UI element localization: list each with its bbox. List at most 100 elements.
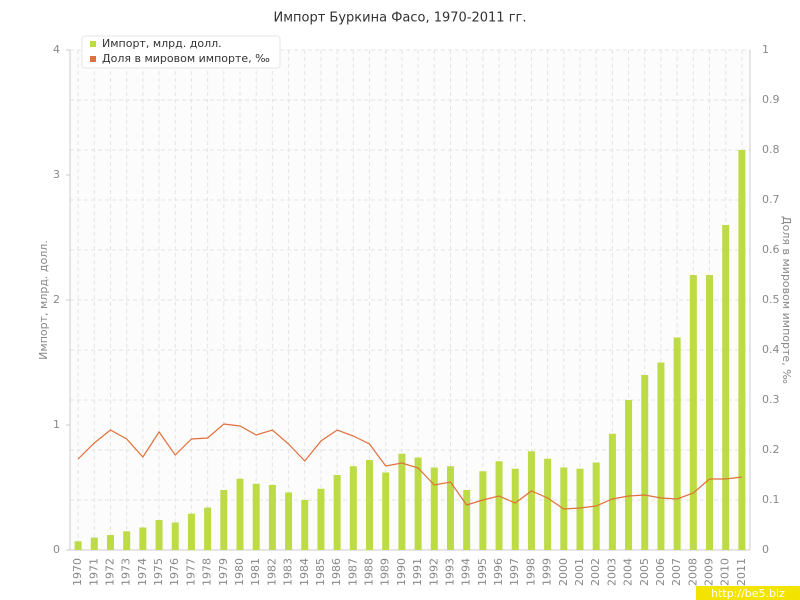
- bar: [657, 362, 665, 550]
- bar: [74, 541, 82, 550]
- chart-title: Импорт Буркина Фасо, 1970-2011 гг.: [273, 11, 526, 26]
- bar: [317, 488, 325, 550]
- x-tick-label: 2006: [654, 558, 667, 586]
- y-tick-label: 0: [53, 543, 60, 556]
- y2-tick-label: 0.7: [762, 193, 780, 206]
- bar: [446, 466, 454, 550]
- x-tick-label: 1980: [233, 558, 246, 586]
- legend-swatch: [90, 56, 96, 62]
- bar: [544, 458, 552, 550]
- x-tick-label: 2010: [719, 558, 732, 586]
- bar: [252, 483, 260, 550]
- x-tick-label: 2001: [573, 558, 586, 586]
- x-tick-label: 2009: [703, 558, 716, 586]
- bar: [187, 513, 195, 550]
- x-tick-label: 1973: [120, 558, 133, 586]
- bar: [625, 400, 633, 550]
- legend-label: Импорт, млрд. долл.: [102, 37, 222, 50]
- x-tick-label: 1974: [136, 558, 149, 586]
- bar: [139, 527, 147, 550]
- legend-label: Доля в мировом импорте, ‰: [102, 52, 270, 65]
- bar: [220, 490, 228, 550]
- x-tick-label: 1971: [87, 558, 100, 586]
- bar: [576, 468, 584, 550]
- y2-tick-label: 0.6: [762, 243, 780, 256]
- bar: [641, 375, 649, 550]
- y2-tick-label: 0.9: [762, 93, 780, 106]
- legend-box: [81, 35, 281, 69]
- x-tick-label: 2008: [686, 558, 699, 586]
- y2-axis-label: Доля в мировом импорте, ‰: [780, 216, 793, 384]
- y2-tick-label: 0.1: [762, 493, 780, 506]
- legend-swatch: [90, 41, 96, 47]
- x-tick-label: 1976: [168, 558, 181, 586]
- bar: [463, 490, 471, 550]
- x-tick-label: 1994: [460, 558, 473, 586]
- x-tick-label: 1987: [346, 558, 359, 586]
- x-tick-label: 1998: [524, 558, 537, 586]
- x-tick-label: 1996: [492, 558, 505, 586]
- bar: [738, 150, 746, 550]
- bar: [333, 475, 341, 550]
- bar: [382, 472, 390, 550]
- x-tick-label: 1977: [184, 558, 197, 586]
- bar: [608, 433, 616, 550]
- x-tick-label: 2007: [670, 558, 683, 586]
- bar: [511, 468, 519, 550]
- y2-tick-label: 0.2: [762, 443, 780, 456]
- line: [77, 423, 742, 510]
- x-tick-label: 1989: [379, 558, 392, 586]
- bar: [90, 537, 98, 550]
- x-tick-label: 1986: [330, 558, 343, 586]
- x-tick-label: 1999: [541, 558, 554, 586]
- bar: [527, 451, 535, 550]
- x-tick-label: 1972: [103, 558, 116, 586]
- x-tick-label: 2000: [557, 558, 570, 586]
- x-tick-label: 1988: [363, 558, 376, 586]
- bar: [171, 522, 179, 550]
- bar: [706, 275, 714, 550]
- x-tick-label: 1995: [476, 558, 489, 586]
- bar: [349, 466, 357, 550]
- y-tick-label: 4: [53, 43, 60, 56]
- bar: [430, 467, 438, 550]
- bar: [236, 478, 244, 550]
- bar: [268, 485, 276, 550]
- x-tick-label: 1983: [282, 558, 295, 586]
- x-tick-label: 1990: [395, 558, 408, 586]
- x-tick-label: 1981: [249, 558, 262, 586]
- y2-tick-label: 1: [762, 43, 769, 56]
- watermark: http://be5.biz: [711, 587, 785, 600]
- x-tick-label: 1978: [201, 558, 214, 586]
- x-tick-label: 2004: [622, 558, 635, 586]
- y-tick-label: 3: [53, 168, 60, 181]
- x-tick-label: 2002: [589, 558, 602, 586]
- bar: [689, 275, 697, 550]
- x-tick-label: 1997: [508, 558, 521, 586]
- bar: [495, 461, 503, 550]
- y2-tick-label: 0.3: [762, 393, 780, 406]
- bar: [285, 492, 293, 550]
- bar: [123, 531, 131, 550]
- x-tick-label: 1991: [411, 558, 424, 586]
- x-tick-label: 1984: [298, 558, 311, 586]
- legend: Импорт, млрд. долл. Доля в мировом импорт…: [81, 35, 281, 69]
- bar: [366, 460, 374, 550]
- x-tick-label: 1985: [314, 558, 327, 586]
- x-tick-label: 2003: [605, 558, 618, 586]
- y-axis-label: Импорт, млрд. долл.: [37, 240, 50, 360]
- x-tick-label: 1982: [265, 558, 278, 586]
- y-tick-label: 1: [53, 418, 60, 431]
- y2-tick-label: 0.4: [762, 343, 780, 356]
- bar: [414, 457, 422, 550]
- bar: [155, 520, 163, 550]
- bar: [479, 471, 487, 550]
- x-tick-label: 1993: [443, 558, 456, 586]
- y2-tick-label: 0: [762, 543, 769, 556]
- bar: [204, 507, 212, 550]
- x-tick-label: 1979: [217, 558, 230, 586]
- bar: [106, 535, 114, 550]
- x-tick-label: 1970: [71, 558, 84, 586]
- x-tick-label: 1975: [152, 558, 165, 586]
